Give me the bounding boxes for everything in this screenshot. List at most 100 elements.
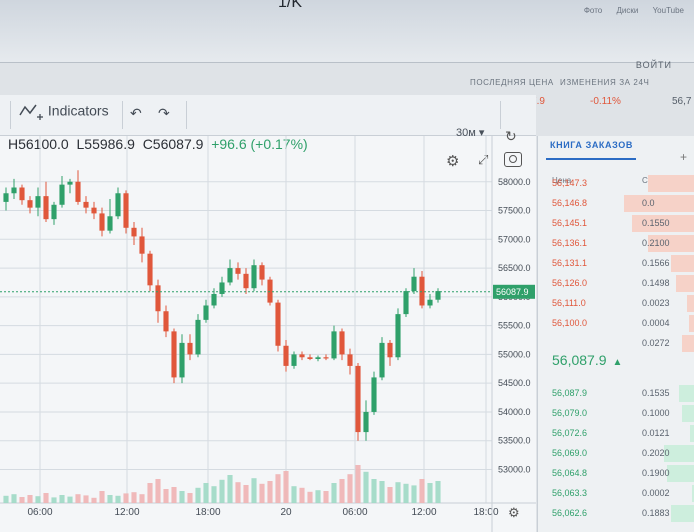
candle-body (19, 187, 25, 201)
volume-bar (315, 490, 321, 503)
volume-bar (131, 492, 137, 503)
candle-body (51, 204, 57, 220)
ask-depth-bar (648, 175, 694, 192)
ask-row[interactable]: 56,131.1 0.1566 (538, 254, 694, 273)
camera-screenshot-icon[interactable] (504, 152, 522, 167)
y-tick-label: 54500.0 (498, 378, 531, 388)
candle-body (91, 207, 97, 214)
bid-depth-bar (690, 425, 694, 442)
y-tick-label: 54000.0 (498, 407, 531, 417)
candle-body (195, 319, 201, 355)
bid-price: 56,072.6 (552, 428, 588, 438)
candle-body (363, 411, 369, 433)
ask-price: 56,131.1 (552, 258, 588, 268)
candle-body (99, 213, 105, 231)
y-tick-label: 55000.0 (498, 349, 531, 359)
volume-bar (155, 479, 161, 503)
bid-price: 56,087.9 (552, 388, 588, 398)
volume-bar (291, 486, 297, 503)
order-book-tab[interactable]: КНИГА ЗАКАЗОВ (550, 140, 633, 150)
active-tab-underline (546, 158, 636, 160)
candle-body (203, 305, 209, 320)
volume-bar (275, 474, 281, 503)
bid-row[interactable]: 56,063.3 0.0002 (538, 484, 694, 503)
ask-amount: 0.0272 (642, 338, 670, 348)
ask-depth-bar (687, 295, 694, 312)
y-tick-label: 58000.0 (498, 177, 531, 187)
ask-amount: 0.0023 (642, 298, 670, 308)
ask-amount: 0.1566 (642, 258, 670, 268)
candle-body (331, 331, 337, 359)
x-tick-label: 12:00 (411, 507, 436, 518)
ask-row[interactable]: 56,146.8 0.0 (538, 194, 694, 213)
ohlc-low: L55986.9 (76, 136, 135, 152)
expand-icon[interactable]: + (679, 150, 687, 164)
bid-row[interactable]: 56,072.6 0.0121 (538, 424, 694, 443)
bid-amount: 0.1900 (642, 468, 670, 478)
top-link-youtube[interactable]: YouTube (652, 6, 684, 15)
axis-settings-icon: ⚙ (508, 505, 520, 520)
y-tick-label: 57000.0 (498, 234, 531, 244)
ask-price: 56,136.1 (552, 238, 588, 248)
refresh-icon[interactable]: ↻ (505, 128, 517, 144)
volume-bar (147, 483, 153, 503)
chevron-down-icon: ▾ (478, 127, 485, 139)
toolbar-divider (500, 101, 501, 129)
ask-row[interactable]: 0.0272 (538, 334, 694, 353)
ask-price: 56,147.3 (552, 178, 588, 188)
volume-bar (91, 497, 97, 503)
ask-depth-bar (689, 315, 694, 332)
ask-row[interactable]: 56,145.1 0.1550 (538, 214, 694, 233)
volume-bar (395, 482, 401, 503)
login-button[interactable]: ВОЙТИ (635, 60, 672, 70)
top-link-photos[interactable]: Фото (583, 6, 603, 15)
volume-bar (387, 487, 393, 503)
candle-body (27, 200, 33, 208)
volume-bar (251, 478, 257, 503)
y-tick-label: 53500.0 (498, 436, 531, 446)
indicators-button[interactable]: Indicators (18, 101, 109, 123)
ask-row[interactable]: 56,100.0 0.0004 (538, 314, 694, 333)
interval-select[interactable]: 30м ▾ (456, 126, 484, 139)
bid-amount: 0.1883 (642, 508, 670, 518)
ohlc-change: +96.6 (+0.17%) (211, 136, 308, 152)
y-tick-label: 57500.0 (498, 206, 531, 216)
bid-row[interactable]: 56,062.6 0.1883 (538, 504, 694, 523)
bid-row[interactable]: 56,087.9 0.1535 (538, 384, 694, 403)
stat-last-price-label: ПОСЛЕДНЯЯ ЦЕНА (470, 78, 554, 87)
volume-bar (203, 483, 209, 503)
stat-third-value: 56,7 (672, 96, 692, 107)
ask-row[interactable]: 56,136.1 0.2100 (538, 234, 694, 253)
volume-bar (347, 474, 353, 503)
ask-row[interactable]: 56,147.3 (538, 174, 694, 193)
page-title: 1/K (278, 0, 303, 11)
settings-gear-icon[interactable]: ⚙ (446, 153, 460, 170)
volume-bar (435, 481, 441, 503)
redo-icon[interactable]: ↷ (158, 105, 170, 121)
bid-row[interactable]: 56,064.8 0.1900 (538, 464, 694, 483)
chart-area[interactable]: 30м ▾ ↻ H56100.0 L55986.9 C56087.9 +96.6… (0, 127, 536, 532)
candle-body (395, 314, 401, 358)
volume-bar (283, 471, 289, 503)
bid-row[interactable]: 56,079.0 0.1000 (538, 404, 694, 423)
candlestick-chart[interactable]: 58000.057500.057000.056500.056000.055500… (0, 136, 536, 532)
ask-row[interactable]: 56,111.0 0.0023 (538, 294, 694, 313)
ask-amount: 0.1550 (642, 218, 670, 228)
ask-row[interactable]: 56,126.0 0.1498 (538, 274, 694, 293)
fullscreen-icon[interactable]: ⤢ (478, 152, 489, 167)
volume-bar (419, 479, 425, 503)
top-link-disks[interactable]: Диски (616, 6, 639, 15)
bid-amount: 0.0002 (642, 488, 670, 498)
undo-icon[interactable]: ↶ (130, 105, 142, 121)
candle-body (179, 342, 185, 378)
bid-row[interactable]: 56,069.0 0.2020 (538, 444, 694, 463)
ask-depth-bar (682, 335, 694, 352)
candle-body (155, 285, 161, 312)
ask-amount: 0.0 (642, 198, 655, 208)
candle-body (3, 193, 9, 202)
ask-price: 56,146.8 (552, 198, 588, 208)
x-tick-label: 20 (280, 507, 292, 518)
volume-bar (115, 495, 121, 503)
ask-depth-bar (632, 215, 694, 232)
volume-bar (51, 497, 57, 503)
